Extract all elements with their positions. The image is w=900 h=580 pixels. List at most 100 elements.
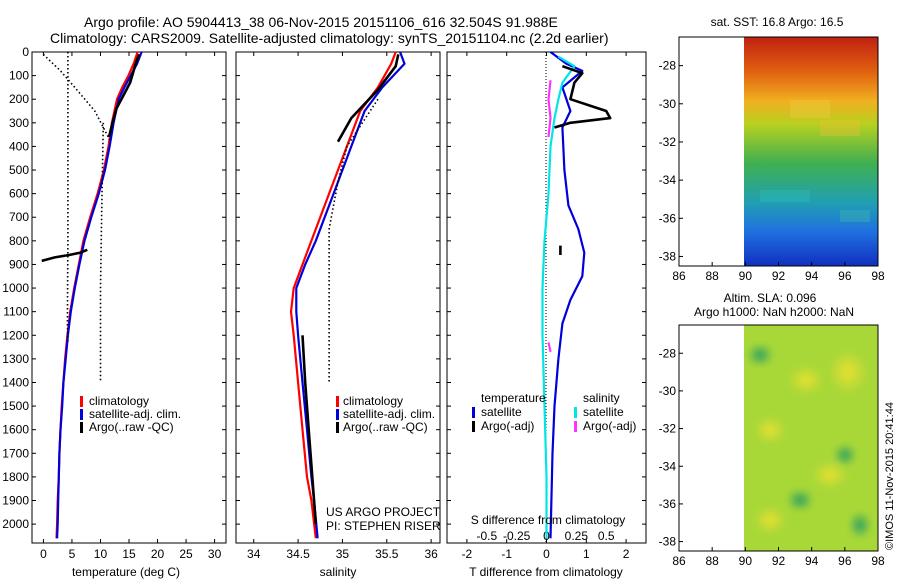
sla-high-blob (812, 461, 848, 489)
y-tick-label: 1200 (2, 328, 29, 342)
temperature-panel: 0 5 10 15 20 25 300100200300400500600700800900… (2, 45, 227, 579)
y-tick-label: 500 (9, 163, 29, 177)
series-line-temperature-argo-adj- (554, 64, 612, 129)
series-line-salinity-satellite (541, 55, 576, 539)
temperature-axes-frame (31, 51, 227, 544)
sla-map-title-2: Argo h1000: NaN h2000: NaN (694, 305, 854, 319)
legend-swatch-satellite (80, 409, 83, 420)
y-tick-label: 1100 (3, 305, 29, 319)
map-y-tick-label: -32 (659, 135, 677, 149)
legend-label-satellite: satellite-adj. clim. (89, 407, 181, 421)
series-line-salinity-argo-adj- (547, 80, 552, 138)
map-x-tick-label: 88 (705, 554, 719, 568)
figure-title-line1: Argo profile: AO 5904413_38 06-Nov-2015 … (84, 14, 558, 30)
series-line-argo-raw-qc-upper (336, 54, 400, 143)
x-tick-label: 35.5 (375, 547, 399, 561)
y-tick-label: 0 (22, 45, 29, 59)
sla-high-blob (754, 506, 786, 534)
sla-high-blob (788, 365, 824, 395)
map-y-tick-label: -30 (659, 384, 677, 398)
y-tick-label: 1600 (2, 423, 29, 437)
map-x-tick-label: 86 (672, 269, 686, 283)
series-line-salinity-argo-adj-deep (547, 342, 552, 353)
y-tick-label: 1700 (2, 446, 29, 460)
s-tick-label: -0.25 (503, 529, 531, 543)
s-tick-label: 0.25 (565, 529, 589, 543)
map-y-tick-label: -28 (659, 59, 677, 73)
x-tick-label: 25 (179, 547, 193, 561)
sla-map-panel: Altim. SLA: 0.096 Argo h1000: NaN h2000:… (659, 291, 885, 568)
y-tick-label: 1400 (2, 375, 29, 389)
figure-title-line2: Climatology: CARS2009. Satellite-adjuste… (50, 30, 609, 46)
y-tick-label: 2000 (2, 517, 29, 531)
x-tick-label: 1 (583, 547, 590, 561)
y-tick-label: 200 (9, 92, 29, 106)
x-tick-label: 2 (623, 547, 630, 561)
salinity-panel: 34 34.5 35 35.5 36 salinity climatology sate… (235, 51, 441, 579)
legend-swatch-t-satellite (472, 407, 475, 418)
sst-patch (790, 100, 830, 118)
x-tick-label: 15 (122, 547, 136, 561)
map-x-tick-label: 94 (805, 554, 819, 568)
y-tick-label: 900 (9, 257, 29, 271)
difference-xlabel-top: S difference from climatology (471, 513, 626, 527)
legend-label-climatology: climatology (343, 394, 403, 408)
x-tick-label: 36 (424, 547, 438, 561)
sla-low-blob (848, 511, 872, 539)
legend-label-argo: Argo(..raw -QC) (343, 420, 428, 434)
series-line-instrument-dotted-track-2 (66, 52, 69, 343)
legend-swatch-climatology (80, 396, 83, 407)
legend-swatch-t-argo (472, 421, 475, 432)
sla-map-title-1: Altim. SLA: 0.096 (724, 291, 817, 305)
sst-map-panel: sat. SST: 16.8 Argo: 16.5 86 88 90 92 94 96 98… (659, 15, 885, 283)
series-line-argo-raw-qc-deep (301, 335, 318, 525)
map-x-tick-label: 90 (739, 269, 753, 283)
map-x-tick-label: 94 (805, 269, 819, 283)
series-line-temperature-satellite (549, 51, 586, 539)
map-x-tick-label: 96 (838, 269, 852, 283)
sla-low-blob (833, 443, 857, 467)
x-tick-label: 34 (247, 547, 261, 561)
map-y-tick-label: -32 (659, 422, 677, 436)
difference-panel: -2 -1 0 1 2-0.5 -0.25 0 0.25 0.5 S difference fr… (446, 51, 647, 579)
salinity-axes-frame (235, 51, 441, 544)
map-x-tick-label: 86 (672, 554, 686, 568)
legend-label-satellite: satellite-adj. clim. (343, 407, 435, 421)
y-tick-label: 400 (9, 139, 29, 153)
x-tick-label: 30 (208, 547, 222, 561)
x-tick-label: 20 (151, 547, 165, 561)
x-tick-label: 0 (40, 547, 47, 561)
x-tick-label: 5 (69, 547, 76, 561)
map-x-tick-label: 96 (838, 554, 852, 568)
map-y-tick-label: -28 (659, 346, 677, 360)
sst-patch (840, 210, 870, 222)
series-line-climatology (289, 51, 397, 539)
map-y-tick-label: -34 (659, 173, 677, 187)
sst-patch (820, 120, 860, 136)
y-tick-label: 1500 (2, 399, 29, 413)
sla-high-blob (754, 416, 786, 444)
legend-label-t-satellite: satellite (481, 405, 522, 419)
y-tick-label: 700 (9, 210, 29, 224)
y-tick-label: 800 (9, 234, 29, 248)
x-tick-label: 34.5 (286, 547, 310, 561)
map-x-tick-label: 88 (705, 269, 719, 283)
y-tick-label: 600 (9, 187, 29, 201)
y-tick-label: 100 (9, 69, 29, 83)
map-y-tick-label: -36 (659, 211, 677, 225)
difference-xlabel: T difference from climatology (469, 565, 623, 579)
salinity-plot-area: 34 34.5 35 35.5 36 (236, 51, 440, 561)
series-line-argo-raw-qc- (107, 53, 141, 138)
salinity-legend: climatology satellite-adj. clim. Argo(..… (336, 394, 435, 434)
y-tick-label: 1900 (2, 494, 29, 508)
credit-text: ©IMOS 11-Nov-2015 20:41:44 (884, 402, 896, 550)
map-x-tick-label: 90 (739, 554, 753, 568)
map-y-tick-label: -36 (659, 497, 677, 511)
sla-map-blobs (746, 343, 872, 539)
series-line-instrument-dotted-track-1 (42, 53, 112, 143)
map-y-tick-label: -34 (659, 459, 677, 473)
y-tick-label: 300 (9, 116, 29, 130)
sst-map-title: sat. SST: 16.8 Argo: 16.5 (711, 15, 844, 29)
sst-patch (760, 190, 810, 202)
